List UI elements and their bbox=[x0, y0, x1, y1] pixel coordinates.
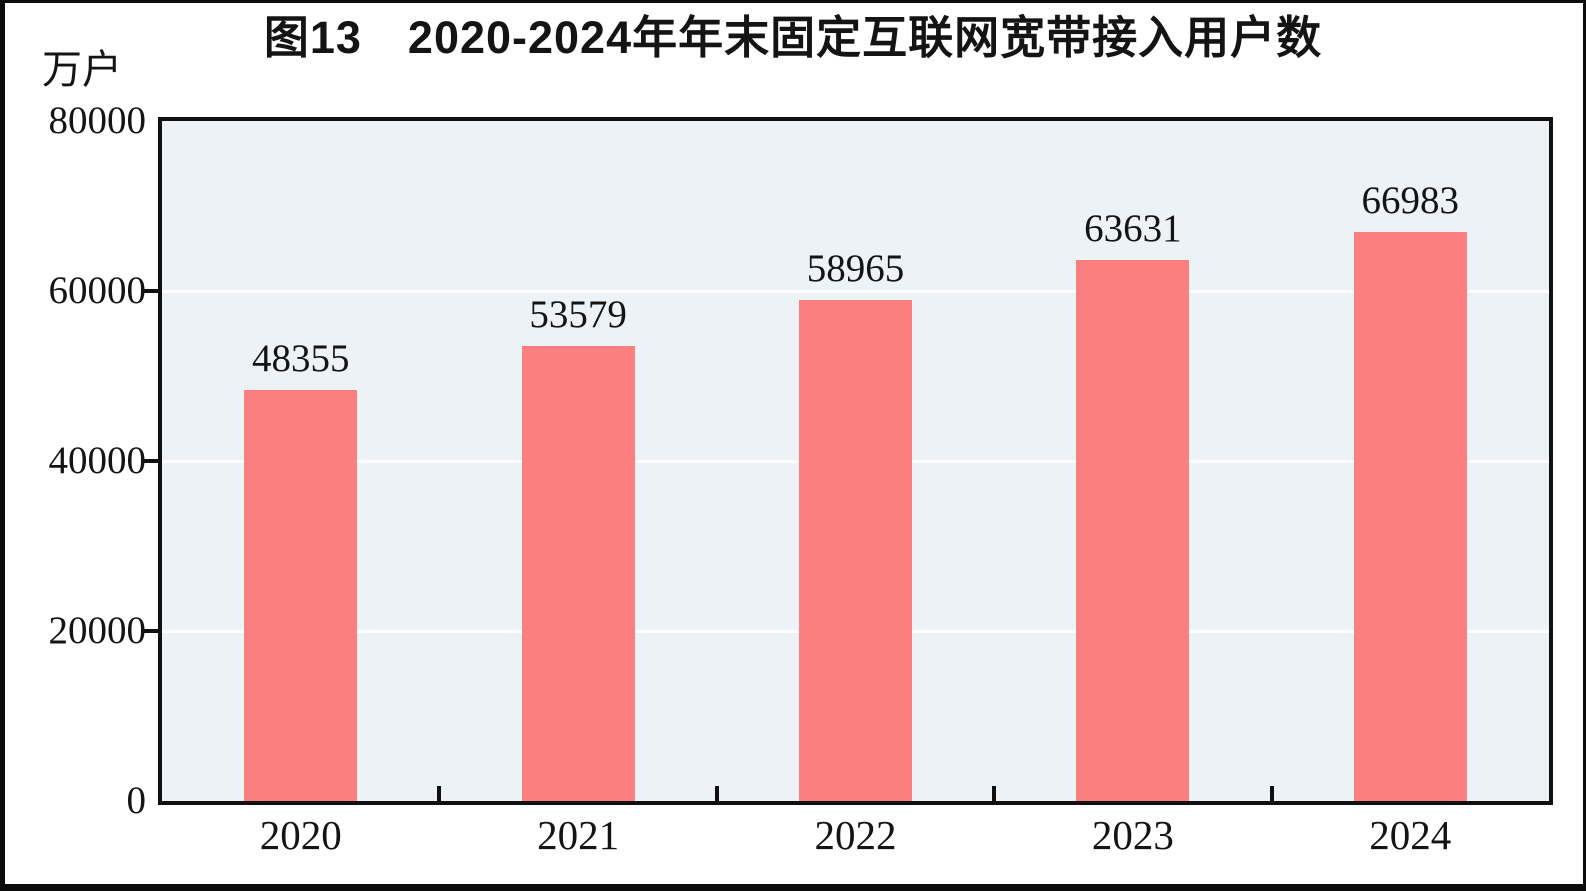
bar-2023 bbox=[1076, 260, 1190, 801]
y-axis-tick bbox=[144, 629, 158, 633]
page-border-top bbox=[0, 0, 1586, 3]
y-tick-label-60000: 60000 bbox=[48, 269, 147, 312]
x-axis-tick bbox=[992, 786, 997, 801]
x-category-label-2021: 2021 bbox=[537, 812, 620, 858]
x-axis-tick bbox=[1269, 786, 1274, 801]
x-category-label-2024: 2024 bbox=[1369, 812, 1452, 858]
y-tick-label-80000: 80000 bbox=[48, 99, 147, 142]
bar-value-label-2021: 53579 bbox=[529, 292, 627, 336]
plot-area: 48355 53579 58965 63631 66983 bbox=[158, 117, 1553, 805]
y-tick-label-20000: 20000 bbox=[48, 609, 147, 652]
bar-value-label-2024: 66983 bbox=[1361, 178, 1460, 222]
x-axis-tick bbox=[437, 786, 442, 801]
page-border-right bbox=[1583, 0, 1586, 891]
y-tick-label-0: 0 bbox=[126, 779, 147, 822]
y-tick-label-40000: 40000 bbox=[48, 439, 147, 482]
y-axis-tick bbox=[144, 289, 158, 293]
bar-value-label-2023: 63631 bbox=[1084, 207, 1182, 251]
bar-value-label-2020: 48355 bbox=[251, 336, 350, 380]
bar-2022 bbox=[799, 299, 912, 801]
page-border-left bbox=[0, 0, 5, 891]
bar-value-label-2022: 58965 bbox=[806, 246, 905, 290]
x-axis-tick bbox=[714, 786, 719, 801]
page-border-bottom bbox=[0, 884, 1586, 891]
bar-2024 bbox=[1353, 231, 1467, 801]
chart-title: 图13 2020-2024年年末固定互联网宽带接入用户数 bbox=[263, 12, 1323, 63]
bar-2020 bbox=[244, 389, 358, 801]
x-category-label-2022: 2022 bbox=[814, 812, 897, 858]
x-category-label-2023: 2023 bbox=[1091, 812, 1174, 858]
y-axis-unit-label: 万户 bbox=[42, 47, 122, 92]
bar-2021 bbox=[521, 345, 635, 801]
x-category-label-2020: 2020 bbox=[259, 812, 342, 858]
y-axis-tick bbox=[144, 459, 158, 463]
gridline-60000 bbox=[162, 289, 1549, 293]
